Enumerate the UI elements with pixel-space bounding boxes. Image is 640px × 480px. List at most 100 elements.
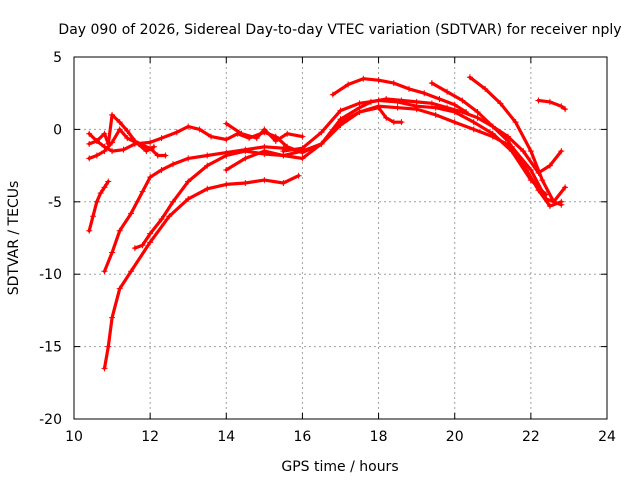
data-point-marker — [166, 213, 173, 220]
y-tick-label: 5 — [53, 50, 62, 66]
data-point-marker — [520, 148, 527, 155]
data-point-marker — [356, 100, 363, 107]
data-point-marker — [147, 239, 154, 246]
series-line — [87, 127, 167, 160]
y-tick-label: -20 — [39, 412, 62, 428]
data-point-marker — [223, 149, 230, 156]
data-point-marker — [539, 177, 546, 184]
data-point-marker — [173, 129, 180, 136]
data-point-marker — [394, 98, 401, 105]
x-tick-label: 14 — [217, 429, 235, 445]
data-point-marker — [139, 242, 146, 249]
data-point-marker — [93, 152, 100, 159]
data-point-marker — [105, 140, 112, 147]
series-s7 — [86, 111, 157, 155]
series-line — [102, 174, 301, 370]
data-point-marker — [558, 148, 565, 155]
data-point-marker — [375, 97, 382, 104]
data-point-marker — [432, 111, 439, 118]
x-tick-label: 24 — [598, 429, 616, 445]
data-point-marker — [360, 75, 367, 82]
data-point-marker — [86, 140, 93, 147]
series-s11 — [329, 75, 470, 116]
y-tick-label: 0 — [53, 122, 62, 138]
data-point-marker — [512, 119, 519, 126]
data-point-marker — [470, 119, 477, 126]
data-point-marker — [86, 227, 93, 234]
data-point-marker — [432, 104, 439, 111]
data-point-marker — [299, 145, 306, 152]
data-point-marker — [375, 77, 382, 84]
series-line — [536, 98, 567, 111]
data-point-marker — [223, 181, 230, 188]
data-point-marker — [223, 136, 230, 143]
data-point-marker — [196, 126, 203, 133]
data-point-marker — [535, 187, 542, 194]
data-point-marker — [128, 210, 135, 217]
data-point-marker — [242, 146, 249, 153]
y-tick-label: -5 — [48, 195, 62, 211]
axes-ticks: 10 12 14 16 18 20 22 24 -20 -15 -10 -5 0 5 — [39, 50, 616, 445]
data-point-marker — [451, 101, 458, 108]
data-point-marker — [116, 119, 123, 126]
data-point-marker — [185, 123, 192, 130]
data-point-marker — [463, 109, 470, 116]
series-line — [430, 81, 563, 208]
data-point-marker — [466, 74, 473, 81]
x-tick-label: 10 — [65, 429, 83, 445]
data-point-marker — [253, 135, 260, 142]
data-point-marker — [154, 152, 161, 159]
data-point-marker — [318, 140, 325, 147]
data-point-marker — [546, 98, 553, 105]
data-point-marker — [337, 107, 344, 114]
data-point-marker — [261, 126, 268, 133]
data-point-marker — [546, 203, 553, 210]
data-point-marker — [280, 179, 287, 186]
data-point-marker — [356, 109, 363, 116]
data-point-marker — [451, 109, 458, 116]
data-point-marker — [543, 191, 550, 198]
data-point-marker — [280, 148, 287, 155]
series-s6 — [86, 126, 169, 162]
data-point-marker — [116, 227, 123, 234]
data-point-marker — [139, 188, 146, 195]
series-s12 — [428, 80, 565, 210]
data-point-marker — [318, 129, 325, 136]
data-point-marker — [329, 91, 336, 98]
data-point-marker — [345, 81, 352, 88]
data-point-marker — [223, 166, 230, 173]
data-point-marker — [444, 88, 451, 95]
data-point-marker — [299, 155, 306, 162]
data-point-marker — [474, 114, 481, 121]
series-s14 — [535, 97, 569, 113]
data-point-marker — [394, 104, 401, 111]
x-axis-label: GPS time / hours — [281, 459, 398, 475]
data-point-marker — [398, 119, 405, 126]
data-point-marker — [390, 119, 397, 126]
x-tick-label: 18 — [370, 429, 388, 445]
series-line — [87, 179, 110, 233]
data-point-marker — [204, 162, 211, 169]
series-s8 — [223, 120, 306, 144]
series-s3 — [86, 178, 112, 234]
data-point-marker — [272, 137, 279, 144]
data-point-marker — [162, 152, 169, 159]
data-point-marker — [413, 103, 420, 110]
data-point-marker — [474, 109, 481, 116]
data-point-marker — [489, 123, 496, 130]
series-line — [281, 98, 548, 197]
data-point-marker — [147, 174, 154, 181]
data-point-marker — [86, 155, 93, 162]
data-point-marker — [185, 178, 192, 185]
data-point-marker — [109, 148, 116, 155]
data-point-marker — [337, 119, 344, 126]
y-axis-label: SDTVAR / TECUs — [6, 181, 22, 296]
data-point-marker — [124, 127, 131, 134]
data-point-marker — [109, 249, 116, 256]
series-line — [331, 77, 468, 114]
data-point-marker — [120, 146, 127, 153]
chart-title: Day 090 of 2026, Sidereal Day-to-day VTE… — [58, 22, 621, 38]
data-point-marker — [158, 166, 165, 173]
data-point-marker — [169, 161, 176, 168]
